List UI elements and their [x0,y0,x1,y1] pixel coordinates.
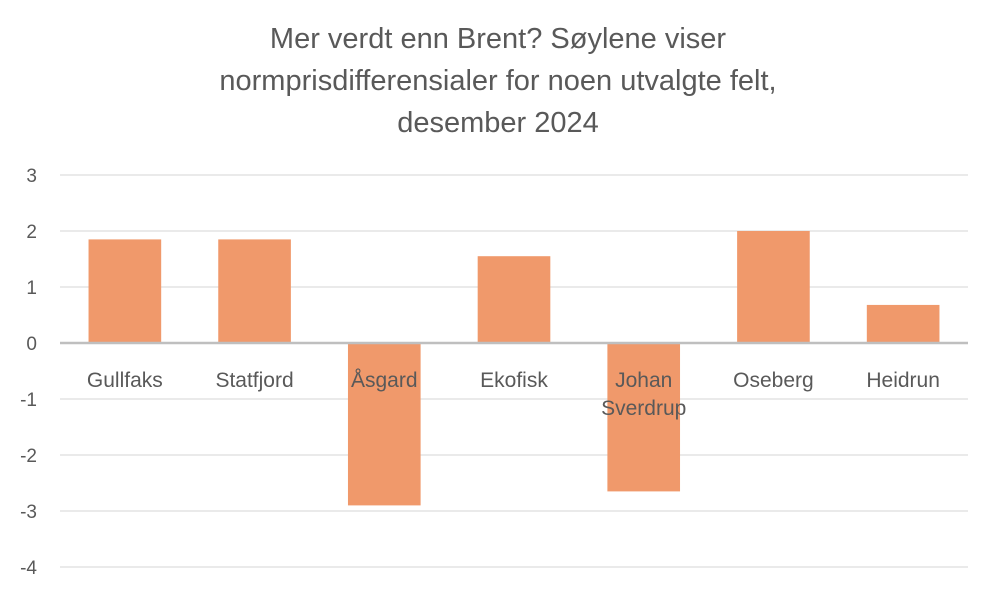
bar [607,343,681,492]
category-label: Gullfaks [87,369,163,392]
y-tick-label: -3 [20,502,37,523]
chart-title-line-2: normprisdifferensialer for noen utvalgte… [219,65,777,97]
bar [218,239,291,343]
y-tick-label: 1 [26,278,37,299]
bar [477,256,551,343]
bar [737,231,810,343]
category-label: Ekofisk [480,369,548,392]
bar [866,304,940,343]
category-labels: Gullfaks Statfjord Åsgard Ekofisk Johan Sverd… [87,369,940,420]
y-tick-label: 0 [26,334,37,355]
chart-title-line-3: desember 2024 [397,107,599,139]
gridlines [60,174,968,568]
bar [347,343,421,506]
chart-title: Mer verdt enn Brent? Søylene viser normp… [0,18,996,144]
category-label: Statfjord [215,369,293,392]
category-label: Oseberg [733,369,814,392]
y-tick-label: -1 [20,390,37,411]
y-tick-label: -4 [20,558,37,579]
y-tick-labels: 3 2 1 0 -1 -2 -3 -4 [20,166,37,579]
y-tick-label: -2 [20,446,37,467]
y-tick-label: 2 [26,222,37,243]
bars [88,231,940,506]
bar [88,239,162,343]
y-tick-label: 3 [26,166,37,187]
category-label: Johan Sverdrup [601,369,686,420]
category-label: Heidrun [866,369,940,392]
chart-title-line-1: Mer verdt enn Brent? Søylene viser [269,23,727,55]
category-label: Åsgard [351,369,418,392]
